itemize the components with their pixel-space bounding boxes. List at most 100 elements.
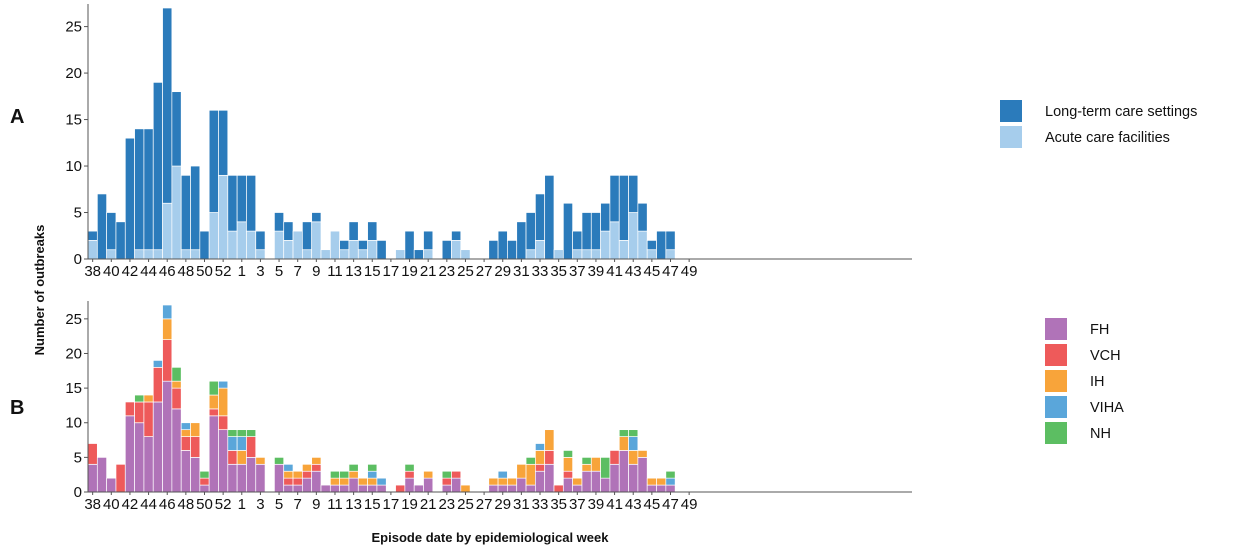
bar-b-fh-29 [357, 484, 368, 493]
bar-b-vch-15 [227, 450, 238, 465]
y-tick-label-a-20: 20 [65, 65, 82, 82]
bar-b-ih-26 [329, 477, 340, 486]
bar-a-long-term-care-settings-46 [516, 221, 527, 260]
bar-a-acute-care-facilities-60 [646, 249, 657, 260]
x-tick-label-a-18: 21 [420, 263, 437, 280]
bar-a-long-term-care-settings-62 [665, 230, 676, 251]
bar-a-long-term-care-settings-47 [525, 212, 536, 251]
bar-b-fh-49 [544, 463, 555, 493]
bar-a-acute-care-facilities-33 [395, 249, 406, 260]
bar-a-long-term-care-settings-27 [339, 240, 350, 251]
bar-b-fh-57 [618, 450, 629, 493]
x-tick-label-b-19: 23 [438, 496, 455, 513]
bar-b-nh-20 [274, 457, 285, 465]
bar-a-long-term-care-settings-11 [190, 165, 201, 251]
bar-b-nh-47 [525, 457, 536, 465]
bar-b-ih-14 [218, 387, 229, 417]
legend-label-b-3: VIHA [1090, 400, 1124, 416]
bar-b-ih-61 [656, 477, 667, 486]
x-tick-label-b-21: 27 [476, 496, 493, 513]
bar-b-vch-0 [87, 443, 98, 465]
bar-b-vch-11 [190, 436, 201, 458]
x-tick-label-b-25: 35 [550, 496, 567, 513]
bar-b-fh-48 [535, 470, 546, 493]
y-axis-title: Number of outbreaks [32, 225, 47, 356]
y-tick-label-a-5: 5 [74, 205, 82, 222]
bar-b-viha-15 [227, 436, 238, 451]
bar-b-viha-8 [162, 304, 173, 320]
x-tick-label-b-18: 21 [420, 496, 437, 513]
bar-b-vch-24 [311, 463, 322, 472]
bar-a-acute-care-facilities-50 [553, 249, 564, 260]
bar-a-long-term-care-settings-44 [497, 230, 508, 260]
bar-a-long-term-care-settings-56 [609, 174, 620, 223]
legend-panel-a: Long-term care settings Acute care facili… [1000, 100, 1197, 148]
bar-b-nh-57 [618, 429, 629, 437]
bar-b-fh-28 [348, 477, 359, 493]
bar-b-ih-9 [171, 380, 182, 389]
bar-b-fh-27 [339, 484, 350, 493]
bar-b-ih-29 [357, 477, 368, 486]
bar-a-long-term-care-settings-3 [115, 221, 126, 260]
legend-swatch-a-0 [1000, 100, 1022, 122]
bar-a-acute-care-facilities-54 [590, 249, 601, 260]
bar-b-ih-21 [283, 470, 294, 479]
bar-b-vch-4 [124, 401, 135, 417]
bar-a-long-term-care-settings-14 [218, 109, 229, 176]
bar-b-vch-21 [283, 477, 294, 486]
bar-a-long-term-care-settings-43 [488, 240, 499, 260]
x-tick-label-b-31: 47 [662, 496, 679, 513]
bar-a-long-term-care-settings-10 [180, 174, 191, 251]
y-tick-label-b-25: 25 [65, 311, 82, 328]
bar-b-nh-12 [199, 470, 210, 479]
bar-a-long-term-care-settings-17 [246, 174, 257, 232]
bar-b-ih-46 [516, 463, 527, 479]
bar-b-fh-61 [656, 484, 667, 493]
x-tick-label-b-29: 43 [625, 496, 642, 513]
bar-b-vch-34 [404, 470, 415, 479]
bar-b-ih-16 [236, 450, 247, 465]
bar-b-fh-15 [227, 463, 238, 493]
x-tick-label-a-5: 48 [178, 263, 195, 280]
x-tick-label-b-17: 19 [401, 496, 418, 513]
bar-a-acute-care-facilities-20 [274, 230, 285, 260]
bar-a-acute-care-facilities-15 [227, 230, 238, 260]
bar-b-vch-9 [171, 387, 182, 410]
bar-a-acute-care-facilities-16 [236, 221, 247, 260]
x-tick-label-b-30: 45 [644, 496, 661, 513]
bar-a-acute-care-facilities-40 [460, 249, 471, 260]
x-tick-label-b-23: 31 [513, 496, 530, 513]
bar-b-nh-26 [329, 470, 340, 479]
bar-a-long-term-care-settings-31 [376, 240, 387, 260]
x-tick-label-b-14: 13 [345, 496, 362, 513]
x-tick-label-b-12: 9 [312, 496, 320, 513]
x-tick-label-b-7: 52 [215, 496, 232, 513]
bar-a-long-term-care-settings-49 [544, 174, 555, 260]
x-tick-label-b-15: 15 [364, 496, 381, 513]
bar-b-vch-8 [162, 339, 173, 382]
bar-b-vch-48 [535, 463, 546, 472]
x-tick-label-a-0: 38 [84, 263, 101, 280]
bar-b-fh-52 [572, 484, 583, 493]
x-tick-label-b-6: 50 [196, 496, 213, 513]
bar-b-ih-53 [581, 463, 592, 472]
bar-b-ih-28 [348, 470, 359, 479]
x-tick-label-b-26: 37 [569, 496, 586, 513]
x-tick-label-b-32: 49 [681, 496, 698, 513]
bar-a-long-term-care-settings-54 [590, 212, 601, 251]
bar-b-fh-13 [208, 415, 219, 493]
bar-b-nh-27 [339, 470, 350, 479]
bar-a-acute-care-facilities-52 [572, 249, 583, 260]
x-tick-label-a-27: 39 [588, 263, 605, 280]
x-tick-label-a-25: 35 [550, 263, 567, 280]
bar-b-fh-59 [637, 457, 648, 493]
bar-b-ih-57 [618, 436, 629, 451]
x-tick-label-a-4: 46 [159, 263, 176, 280]
bar-a-acute-care-facilities-58 [628, 212, 639, 260]
bar-b-vch-6 [143, 401, 154, 437]
bar-b-viha-62 [665, 477, 676, 486]
bar-b-viha-7 [152, 360, 163, 368]
bar-a-long-term-care-settings-2 [106, 212, 117, 251]
bar-b-fh-53 [581, 470, 592, 493]
